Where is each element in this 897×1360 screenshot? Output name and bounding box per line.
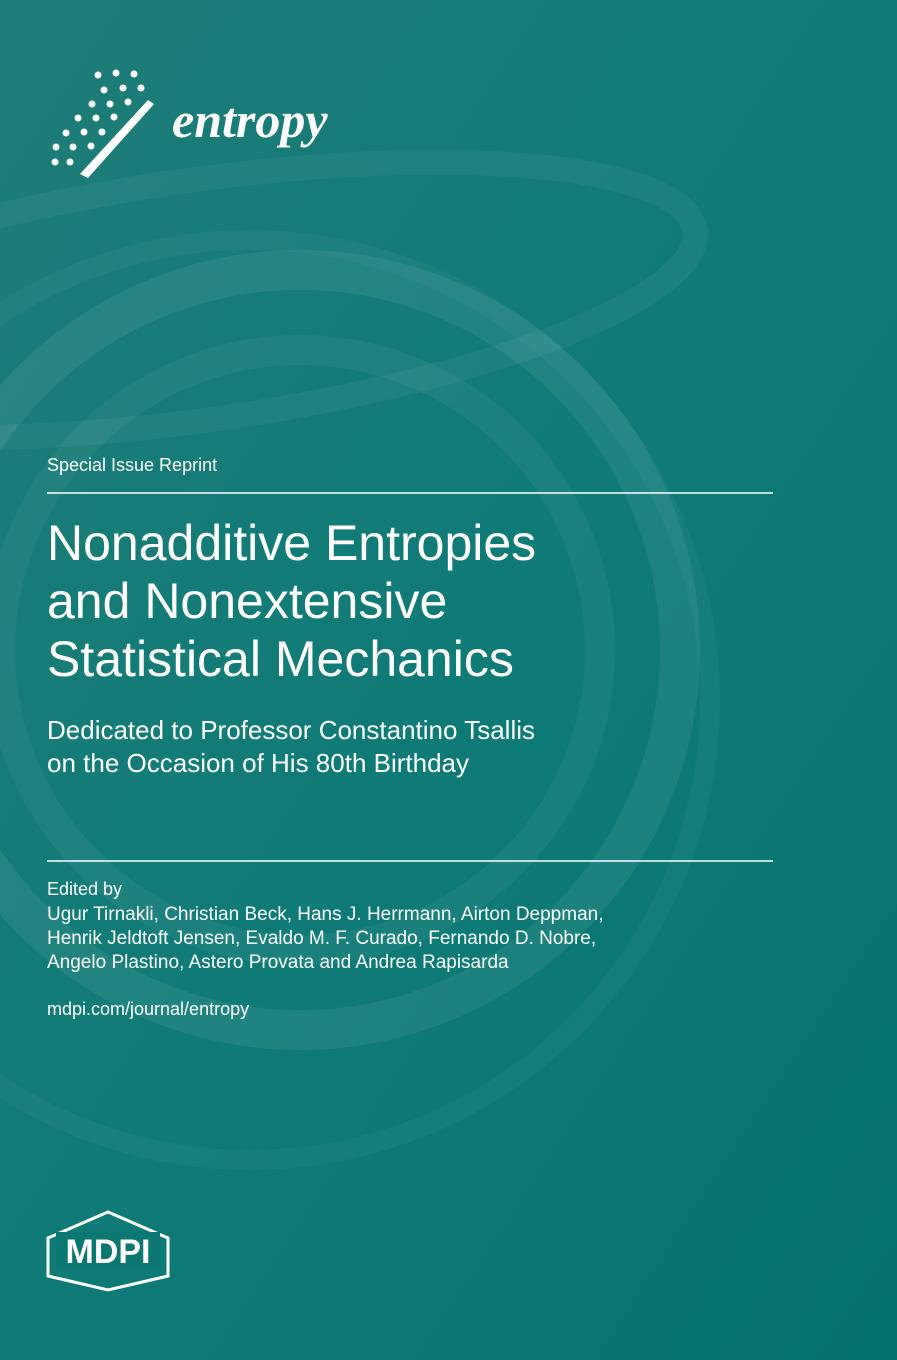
title-line: Nonadditive Entropies (47, 515, 536, 571)
subtitle-line: Dedicated to Professor Constantino Tsall… (47, 715, 535, 745)
editors-label: Edited by (47, 879, 122, 899)
publisher-logo: MDPI (46, 1210, 170, 1292)
editor-line: Henrik Jeldtoft Jensen, Evaldo M. F. Cur… (47, 928, 596, 949)
journal-url: mdpi.com/journal/entropy (47, 999, 249, 1019)
subtitle-line: on the Occasion of His 80th Birthday (47, 748, 469, 778)
title-line: and Nonextensive (47, 573, 447, 629)
background-arcs (0, 149, 720, 1170)
journal-logo-mark (51, 69, 154, 178)
publisher-name: MDPI (66, 1233, 151, 1271)
editors: Ugur Tirnakli, Christian Beck, Hans J. H… (47, 904, 604, 973)
journal-name: entropy (172, 92, 328, 148)
subtitle: Dedicated to Professor Constantino Tsall… (47, 715, 535, 778)
editor-line: Ugur Tirnakli, Christian Beck, Hans J. H… (47, 904, 604, 925)
editor-line: Angelo Plastino, Astero Provata and Andr… (47, 952, 509, 973)
title-line: Statistical Mechanics (47, 631, 514, 687)
reprint-label: Special Issue Reprint (47, 455, 217, 475)
